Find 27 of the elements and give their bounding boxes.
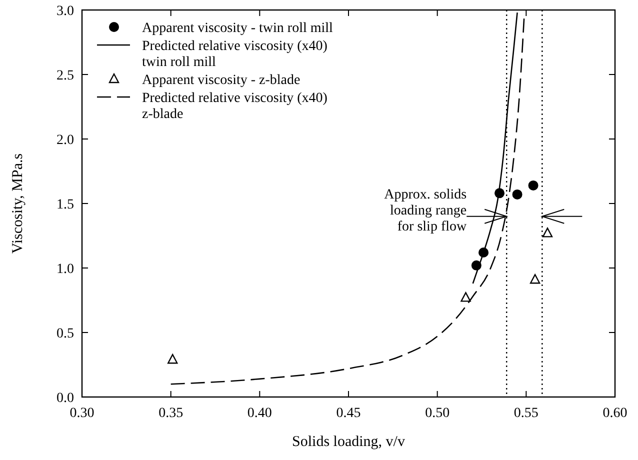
legend-label: Apparent viscosity - z-blade [142, 73, 300, 88]
x-tick-label: 0.60 [602, 406, 628, 421]
point [542, 228, 553, 238]
y-tick-label: 0.0 [56, 391, 74, 406]
x-tick-label: 0.45 [336, 406, 361, 421]
y-axis-title: Viscosity, MPa.s [10, 153, 26, 254]
x-tick-label: 0.50 [425, 406, 450, 421]
x-axis-title: Solids loading, v/v [292, 434, 406, 450]
x-tick-label: 0.40 [247, 406, 272, 421]
y-tick-label: 2.5 [56, 68, 74, 84]
point [460, 292, 471, 302]
legend-label: Predicted relative viscosity (x40) twin roll mill [142, 39, 328, 70]
y-tick-label: 1.5 [56, 198, 74, 212]
point [528, 180, 538, 190]
y-tick-label: 2.0 [56, 133, 74, 148]
x-tick-label: 0.30 [70, 406, 94, 421]
point [530, 274, 540, 284]
point [512, 189, 522, 200]
legend-label: Predicted relative viscosity (x40) z-blade [142, 91, 328, 122]
point [168, 354, 178, 364]
y-tick-label: 1.0 [56, 262, 74, 277]
x-tick-label: 0.55 [514, 406, 538, 421]
y-tick-label: 0.5 [56, 326, 74, 342]
y-tick-label: 3.0 [56, 4, 74, 19]
legend-label: Apparent viscosity - twin roll mill [142, 21, 334, 36]
x-tick-label: 0.35 [158, 406, 184, 421]
annotation: Approx. solids loading range for slip flow [384, 187, 468, 234]
